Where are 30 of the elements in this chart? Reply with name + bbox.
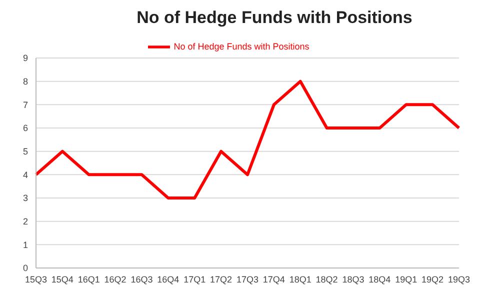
y-tick-label: 0: [22, 263, 28, 274]
x-tick-label: 19Q3: [448, 274, 470, 284]
line-series: [34, 80, 460, 200]
y-tick-label: 8: [22, 76, 28, 87]
y-tick-label: 5: [22, 146, 28, 157]
x-tick-label: 16Q1: [78, 274, 100, 284]
x-tick-label: 17Q3: [236, 274, 259, 284]
x-tick-label: 17Q4: [262, 274, 285, 284]
x-tick-label: 15Q4: [51, 274, 74, 284]
y-tick-label: 6: [22, 123, 28, 134]
y-tick-label: 9: [22, 53, 28, 64]
x-tick-label: 16Q2: [104, 274, 126, 284]
y-tick-label: 4: [22, 170, 28, 180]
x-tick-label: 19Q1: [395, 274, 418, 284]
x-tick-label: 15Q3: [24, 274, 48, 284]
x-tick-label: 18Q2: [316, 274, 338, 284]
y-tick-label: 7: [22, 100, 28, 110]
x-tick-label: 19Q2: [422, 274, 444, 284]
chart-title: No of Hedge Funds with Positions: [136, 8, 414, 29]
y-tick-label: 1: [22, 240, 28, 250]
x-tick-label: 16Q4: [157, 274, 180, 284]
y-tick-label: 2: [22, 216, 28, 227]
y-tick-label: 3: [22, 193, 28, 204]
x-tick-label: 17Q2: [210, 274, 232, 284]
x-tick-label: 18Q3: [342, 274, 364, 284]
x-tick-label: 18Q4: [368, 274, 391, 284]
x-tick-label: 18Q1: [289, 274, 312, 284]
legend-label: No of Hedge Funds with Positions: [174, 41, 310, 52]
x-tick-label: 17Q1: [184, 274, 206, 284]
x-tick-label: 16Q3: [130, 274, 153, 284]
